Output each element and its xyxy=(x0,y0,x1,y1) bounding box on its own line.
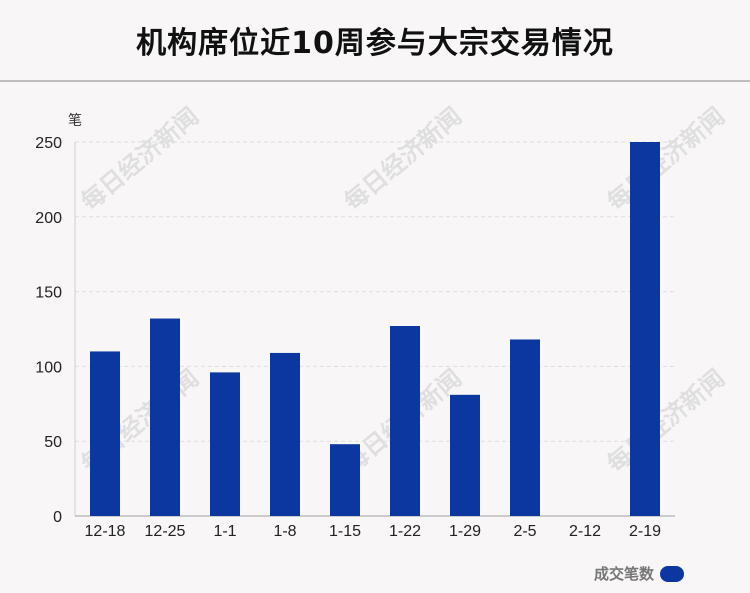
bar xyxy=(150,318,180,516)
title-divider xyxy=(0,80,750,82)
x-tick-label: 2-5 xyxy=(513,523,536,540)
y-tick-label: 150 xyxy=(35,285,62,302)
legend: 成交笔数 xyxy=(594,563,684,584)
legend-label: 成交笔数 xyxy=(593,565,654,583)
y-tick-label: 200 xyxy=(35,210,62,227)
y-tick-label: 0 xyxy=(53,509,62,526)
x-tick-label: 2-19 xyxy=(629,523,661,540)
x-tick-label: 1-22 xyxy=(389,523,421,540)
bar xyxy=(390,326,420,516)
x-tick-label: 1-1 xyxy=(213,523,236,540)
y-tick-label: 250 xyxy=(35,135,62,152)
y-tick-label: 100 xyxy=(35,359,62,376)
bar xyxy=(330,444,360,516)
x-tick-label: 1-29 xyxy=(449,523,481,540)
bar xyxy=(510,339,540,516)
bar xyxy=(270,352,300,516)
x-tick-label: 12-18 xyxy=(85,523,126,540)
chart-title: 机构席位近10周参与大宗交易情况 xyxy=(136,26,614,61)
y-tick-label: 50 xyxy=(44,434,62,451)
bar xyxy=(210,372,240,516)
x-tick-label: 2-12 xyxy=(569,523,601,540)
bar xyxy=(450,394,480,516)
y-axis-unit-label: 笔 xyxy=(68,113,82,129)
bar xyxy=(90,351,120,516)
x-tick-label: 1-8 xyxy=(273,523,296,540)
x-tick-label: 12-25 xyxy=(145,523,186,540)
legend-swatch xyxy=(660,565,684,582)
bar xyxy=(630,142,660,516)
x-tick-label: 1-15 xyxy=(329,523,361,540)
